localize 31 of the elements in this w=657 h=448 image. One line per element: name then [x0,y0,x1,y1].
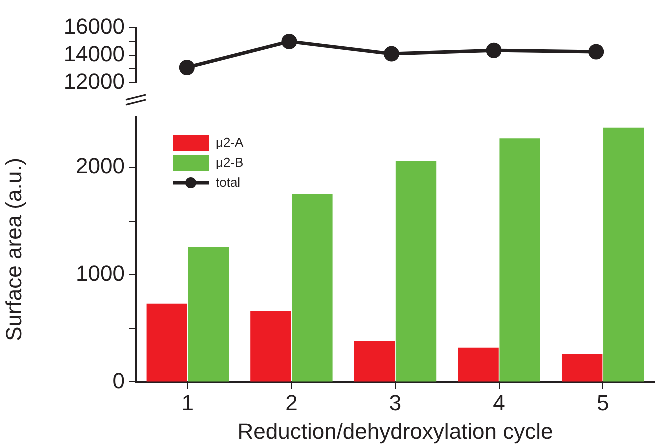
legend-label: total [216,174,241,192]
point [588,44,604,60]
bar [500,138,540,382]
bar [354,341,396,382]
legend-label: μ2-A [216,134,244,152]
x-tick-label: 2 [286,390,298,416]
x-tick-label: 1 [182,390,194,416]
x-tick-label: 4 [493,390,506,416]
bar [188,247,230,382]
y-tick-label: 12000 [64,68,125,94]
bar [146,304,188,382]
point [384,46,400,62]
bar [396,161,437,382]
point [179,60,195,76]
bar [250,311,292,382]
legend-label: μ2-B [216,154,244,172]
y-axis-title: Surface area (a.u.) [1,158,26,342]
bar [604,128,644,382]
point [486,42,502,58]
bar [292,194,333,382]
y-tick-label: 14000 [64,41,125,66]
bar [458,348,499,382]
y-tick-label: 1000 [76,260,125,286]
bar [562,354,603,382]
y-tick-label: 2000 [76,154,125,179]
x-tick-label: 3 [389,390,402,416]
y-tick-label: 0 [112,368,125,394]
point [282,34,298,50]
y-tick-label: 16000 [64,14,125,40]
x-tick-label: 5 [596,390,610,416]
x-axis-title: Reduction/dehydroxylation cycle [238,418,554,444]
